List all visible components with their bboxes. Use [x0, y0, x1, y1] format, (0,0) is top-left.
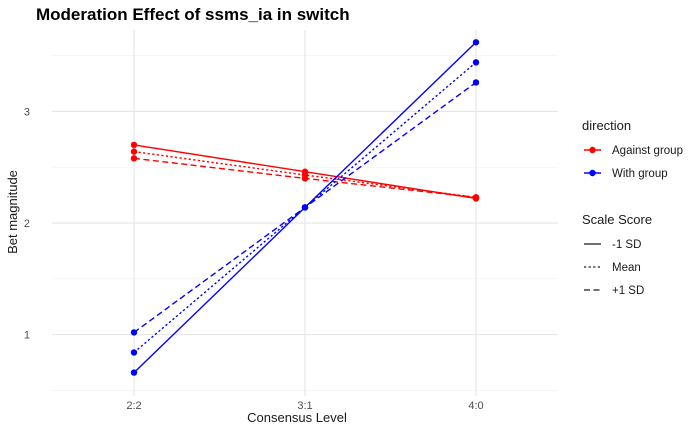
- series-points: [130, 39, 480, 376]
- data-point: [472, 39, 480, 46]
- data-point: [472, 59, 480, 66]
- data-point: [130, 349, 138, 356]
- y-tick-label: 2: [24, 218, 30, 230]
- legend-label: +1 SD: [612, 285, 644, 297]
- data-point: [301, 204, 309, 211]
- data-point: [130, 155, 138, 162]
- legend-label: -1 SD: [612, 239, 641, 251]
- data-point: [472, 194, 480, 201]
- data-point: [301, 175, 309, 182]
- data-point: [130, 141, 138, 149]
- x-axis-title: Consensus Level: [247, 410, 347, 425]
- legend-title: direction: [582, 118, 631, 133]
- x-axis-ticks: 2:2 3:1 4:0: [126, 400, 483, 412]
- grid: [52, 30, 558, 396]
- legend-key-point: [589, 169, 596, 177]
- y-axis-title: Bet magnitude: [5, 170, 20, 254]
- y-axis-ticks: 1 2 3: [24, 106, 30, 341]
- data-point: [130, 369, 138, 376]
- legend-label: With group: [612, 168, 668, 180]
- legend-key-point: [589, 146, 596, 154]
- x-tick-label: 2:2: [126, 400, 141, 412]
- y-tick-label: 1: [24, 330, 30, 342]
- data-point: [472, 79, 480, 86]
- data-point: [130, 329, 138, 336]
- legend-label: Mean: [612, 262, 641, 274]
- legend-title: Scale Score: [582, 212, 652, 227]
- x-tick-label: 3:1: [297, 400, 312, 412]
- chart-title: Moderation Effect of ssms_ia in switch: [36, 5, 350, 24]
- legend-label: Against group: [612, 145, 683, 157]
- x-tick-label: 4:0: [468, 400, 483, 412]
- series-line: [133, 61, 477, 354]
- legend: direction Against group With group Scale Sc…: [582, 118, 683, 297]
- data-point: [130, 148, 138, 155]
- y-tick-label: 3: [24, 106, 30, 118]
